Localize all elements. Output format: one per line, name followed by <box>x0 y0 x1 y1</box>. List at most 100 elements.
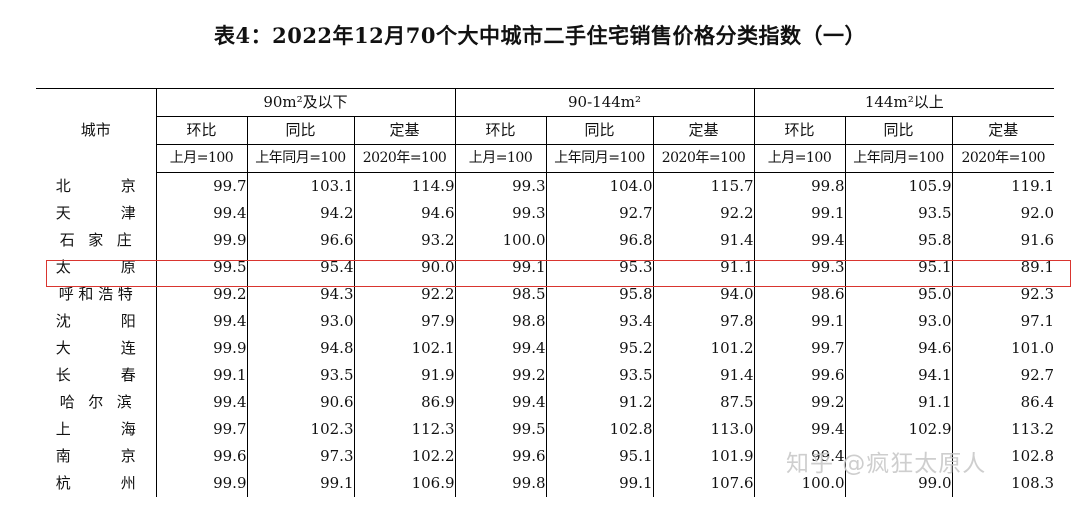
index-value: 95.3 <box>545 254 654 281</box>
city-label: 呼和浩特 <box>58 285 133 303</box>
index-value: 90.6 <box>246 389 354 416</box>
index-value: 99.1 <box>545 470 654 497</box>
index-value: 99.2 <box>454 362 547 389</box>
index-value: 92.2 <box>353 281 456 308</box>
unit-header-mom: 上月=100 <box>753 144 846 173</box>
index-value: 99.0 <box>844 470 953 497</box>
table-header: 城市 90m²及以下 90-144m² 144m²以上 环比 同比 定基 环比 … <box>36 88 1055 173</box>
index-value: 91.4 <box>652 362 755 389</box>
table-row: 沈阳 99.4 93.0 97.9 98.8 93.4 97.8 99.1 93.0 97.1 <box>36 308 1055 335</box>
city-name: 北京 <box>36 173 156 201</box>
unit-header-base: 2020年=100 <box>951 144 1055 173</box>
index-value: 99.6 <box>753 362 846 389</box>
city-label: 石家庄 <box>59 231 132 249</box>
table-row: 长春 99.1 93.5 91.9 99.2 93.5 91.4 99.6 94.1 92.7 <box>36 362 1055 389</box>
city-label: 上海 <box>55 420 136 438</box>
index-value: 93.0 <box>844 308 953 335</box>
index-value: 108.3 <box>951 470 1055 497</box>
table-row: 南京 99.6 97.3 102.2 99.6 95.1 101.9 99.4 102.8 <box>36 443 1055 470</box>
index-value: 92.0 <box>951 200 1055 227</box>
unit-header-yoy: 上年同月=100 <box>246 144 354 173</box>
city-name: 呼和浩特 <box>36 281 156 308</box>
city-name: 哈尔滨 <box>36 389 156 416</box>
index-value: 99.6 <box>155 443 247 470</box>
table-row: 上海 99.7 102.3 112.3 99.5 102.8 113.0 99.4 102.9 1… <box>36 416 1055 443</box>
table-row: 太原 99.5 95.4 90.0 99.1 95.3 91.1 99.3 95.1 89.1 <box>36 254 1055 281</box>
table-row: 哈尔滨 99.4 90.6 86.9 99.4 91.2 87.5 99.2 91.1 86.4 <box>36 389 1055 416</box>
index-value: 101.0 <box>951 335 1055 362</box>
index-value: 112.3 <box>353 416 456 443</box>
index-value: 99.4 <box>753 443 846 470</box>
index-value: 105.9 <box>844 172 953 200</box>
index-value: 119.1 <box>951 172 1055 200</box>
index-value: 91.4 <box>652 227 755 254</box>
index-value: 102.8 <box>545 416 654 443</box>
index-value: 99.1 <box>246 470 354 497</box>
index-value: 101.2 <box>652 335 755 362</box>
index-value: 99.7 <box>155 416 247 443</box>
index-value: 94.6 <box>353 200 456 227</box>
city-name: 大连 <box>36 335 156 362</box>
sub-header-base: 定基 <box>353 116 456 145</box>
city-column-header: 城市 <box>36 88 156 173</box>
index-value: 99.2 <box>753 389 846 416</box>
index-value: 99.5 <box>454 416 547 443</box>
index-value: 94.8 <box>246 335 354 362</box>
index-value: 93.4 <box>545 308 654 335</box>
index-value: 93.5 <box>844 200 953 227</box>
sub-header-yoy: 同比 <box>844 116 953 145</box>
index-value: 99.1 <box>753 200 846 227</box>
index-value: 87.5 <box>652 389 755 416</box>
city-label: 哈尔滨 <box>59 393 132 411</box>
index-value: 97.8 <box>652 308 755 335</box>
index-value: 96.6 <box>246 227 354 254</box>
city-name: 太原 <box>36 254 156 281</box>
index-value: 107.6 <box>652 470 755 497</box>
price-index-table: 城市 90m²及以下 90-144m² 144m²以上 环比 同比 定基 环比 … <box>36 88 1055 497</box>
table-row: 杭州 99.9 99.1 106.9 99.8 99.1 107.6 100.0 99.0 108… <box>36 470 1055 497</box>
index-value: 99.4 <box>454 389 547 416</box>
index-value: 99.6 <box>454 443 547 470</box>
index-value: 101.9 <box>652 443 755 470</box>
city-label: 北京 <box>55 176 136 195</box>
unit-header-base: 2020年=100 <box>353 144 456 173</box>
unit-header-yoy: 上年同月=100 <box>844 144 953 173</box>
index-value: 94.2 <box>246 200 354 227</box>
sub-header-mom: 环比 <box>155 116 247 145</box>
index-value: 99.3 <box>454 200 547 227</box>
index-value: 91.1 <box>652 254 755 281</box>
unit-header-mom: 上月=100 <box>454 144 547 173</box>
index-value: 99.4 <box>753 227 846 254</box>
index-value: 99.8 <box>454 470 547 497</box>
index-value: 98.5 <box>454 281 547 308</box>
sub-header-mom: 环比 <box>454 116 547 145</box>
index-value: 106.9 <box>353 470 456 497</box>
index-value: 97.3 <box>246 443 354 470</box>
index-value: 99.4 <box>753 416 846 443</box>
unit-header-mom: 上月=100 <box>155 144 247 173</box>
index-value: 93.2 <box>353 227 456 254</box>
index-value: 102.9 <box>844 416 953 443</box>
group-header-small: 90m²及以下 <box>155 88 456 117</box>
sub-header-yoy: 同比 <box>246 116 354 145</box>
index-value: 100.0 <box>454 227 547 254</box>
unit-header-base: 2020年=100 <box>652 144 755 173</box>
index-value: 98.6 <box>753 281 846 308</box>
sub-header-mom: 环比 <box>753 116 846 145</box>
index-value: 89.1 <box>951 254 1055 281</box>
index-value: 94.3 <box>246 281 354 308</box>
index-value: 91.2 <box>545 389 654 416</box>
index-value: 99.4 <box>454 335 547 362</box>
index-value: 92.7 <box>545 200 654 227</box>
city-name: 沈阳 <box>36 308 156 335</box>
table-row: 石家庄 99.9 96.6 93.2 100.0 96.8 91.4 99.4 95.8 91.6 <box>36 227 1055 254</box>
index-value: 94.6 <box>844 335 953 362</box>
index-value: 99.3 <box>753 254 846 281</box>
city-label: 长春 <box>55 366 136 384</box>
index-value: 99.9 <box>155 335 247 362</box>
index-value: 86.4 <box>951 389 1055 416</box>
index-value: 99.1 <box>753 308 846 335</box>
index-value: 102.2 <box>353 443 456 470</box>
city-name: 南京 <box>36 443 156 470</box>
index-value: 103.1 <box>246 172 354 200</box>
